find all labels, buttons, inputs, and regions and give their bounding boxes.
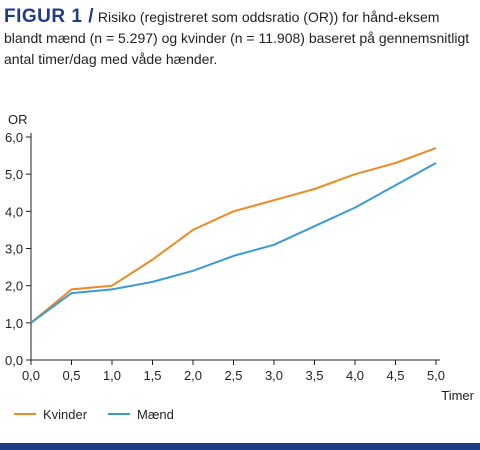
legend: Kvinder Mænd [14, 407, 174, 422]
x-tick-label: 0,0 [22, 368, 40, 383]
y-tick-label: 3,0 [5, 242, 23, 257]
axes: 0,0 1,0 2,0 3,0 4,0 5,0 6,0 0,0 0,5 1,0 1,5 2,0 2,5 3… [5, 130, 445, 383]
x-tick-label: 2,5 [224, 368, 242, 383]
y-tick-label: 0,0 [5, 353, 23, 368]
x-axis-title: Timer [441, 388, 474, 403]
legend-label: Mænd [137, 407, 174, 422]
figure-label: FIGUR 1 / [4, 6, 95, 27]
caption-text: Risiko (registreret som oddsratio (OR)) … [4, 9, 470, 67]
x-tick-label: 1,0 [103, 368, 121, 383]
series-line-kvinder [30, 147, 437, 324]
x-tick-label: 1,5 [143, 368, 161, 383]
y-tick-label: 2,0 [5, 279, 23, 294]
x-tick-label: 4,5 [386, 368, 404, 383]
y-tick-label: 6,0 [5, 130, 23, 145]
x-tick-label: 5,0 [427, 368, 445, 383]
y-tick-label: 4,0 [5, 204, 23, 219]
y-axis-title: OR [8, 112, 28, 127]
y-tick-label: 5,0 [5, 167, 23, 182]
x-tick-label: 3,5 [305, 368, 323, 383]
x-tick-label: 0,5 [62, 368, 80, 383]
y-tick-label: 1,0 [5, 316, 23, 331]
x-tick-label: 3,0 [265, 368, 283, 383]
bottom-rule [0, 443, 480, 450]
x-tick-label: 2,0 [184, 368, 202, 383]
x-tick-label: 4,0 [346, 368, 364, 383]
series-group [30, 147, 437, 324]
series-line-maend [30, 162, 437, 324]
legend-label: Kvinder [43, 407, 88, 422]
figure-caption: FIGUR 1 / Risiko (registreret som oddsra… [4, 6, 474, 70]
